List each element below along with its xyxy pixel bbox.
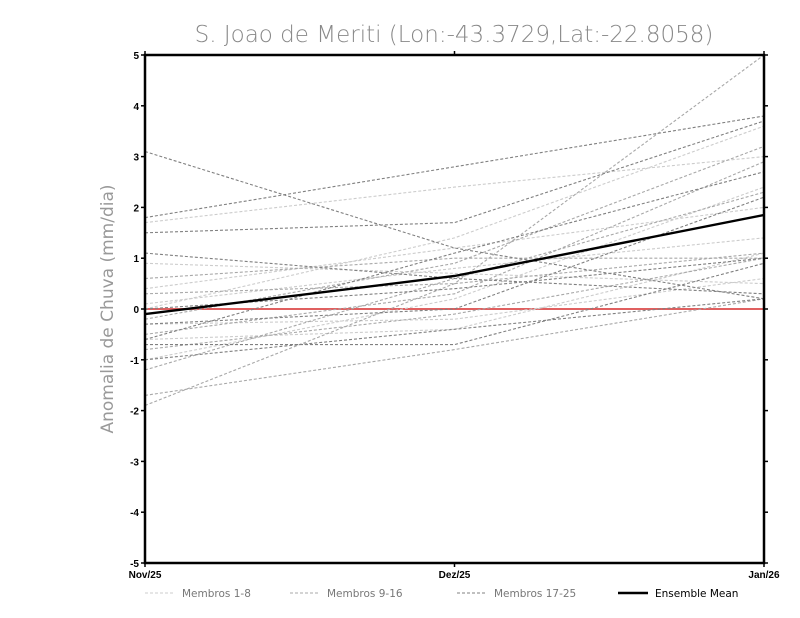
member-line-22 [145,298,764,361]
y-tick-label: -5 [130,559,139,570]
member-line-24 [145,257,764,310]
member-line-15 [145,257,764,280]
member-line-14 [145,161,764,335]
member-line-16 [145,145,764,320]
member-line-9 [145,55,764,407]
member-line-3 [145,262,764,285]
axis-layer: -5 -4 -3 -2 -1 0 1 2 3 4 5 Nov/25 Dez/25 Jan/26 [129,51,780,581]
member-line-25 [145,196,764,325]
chart-title: S. Joao de Meriti (Lon:-43.3729,Lat:-22.… [195,22,714,48]
y-tick-label: 0 [133,305,139,316]
member-line-10 [145,298,764,396]
y-tick-label: 3 [133,153,139,164]
legend-label-group_1_8: Membros 1-8 [182,588,251,600]
member-line-4 [145,277,764,325]
legend: Membros 1-8 Membros 9-16 Membros 17-25 Ense… [145,588,738,600]
legend-label-group_9_16: Membros 9-16 [327,588,403,600]
member-line-1 [145,156,764,224]
y-tick-label: -2 [130,407,139,418]
member-line-6 [145,237,764,305]
member-line-21 [145,262,764,346]
y-tick-label: 2 [133,203,139,214]
member-line-11 [145,191,764,371]
x-tick-label: Nov/25 [129,570,162,581]
member-line-17 [145,115,764,219]
member-line-13 [145,257,764,351]
member-line-12 [145,252,764,295]
x-tick-label: Dez/25 [439,570,471,581]
y-tick-label: -3 [130,457,139,468]
y-tick-label: 1 [133,254,139,265]
member-line-5 [145,252,764,341]
ensemble-mean-line [145,213,764,316]
y-tick-label: -1 [130,356,139,367]
y-axis-label: Anomalia de Chuva (mm/dia) [98,184,118,433]
y-tick-label: -4 [130,508,139,519]
member-line-8 [145,125,764,310]
legend-label-group_17_25: Membros 17-25 [494,588,576,600]
y-tick-label: 4 [133,102,139,113]
member-line-7 [145,186,764,361]
member-line-23 [145,171,764,341]
member-line-20 [145,252,764,295]
series-layer [145,55,764,407]
legend-label-mean: Ensemble Mean [655,588,738,600]
member-line-19 [145,120,764,234]
x-tick-label: Jan/26 [748,570,780,581]
y-tick-label: 5 [133,51,139,62]
